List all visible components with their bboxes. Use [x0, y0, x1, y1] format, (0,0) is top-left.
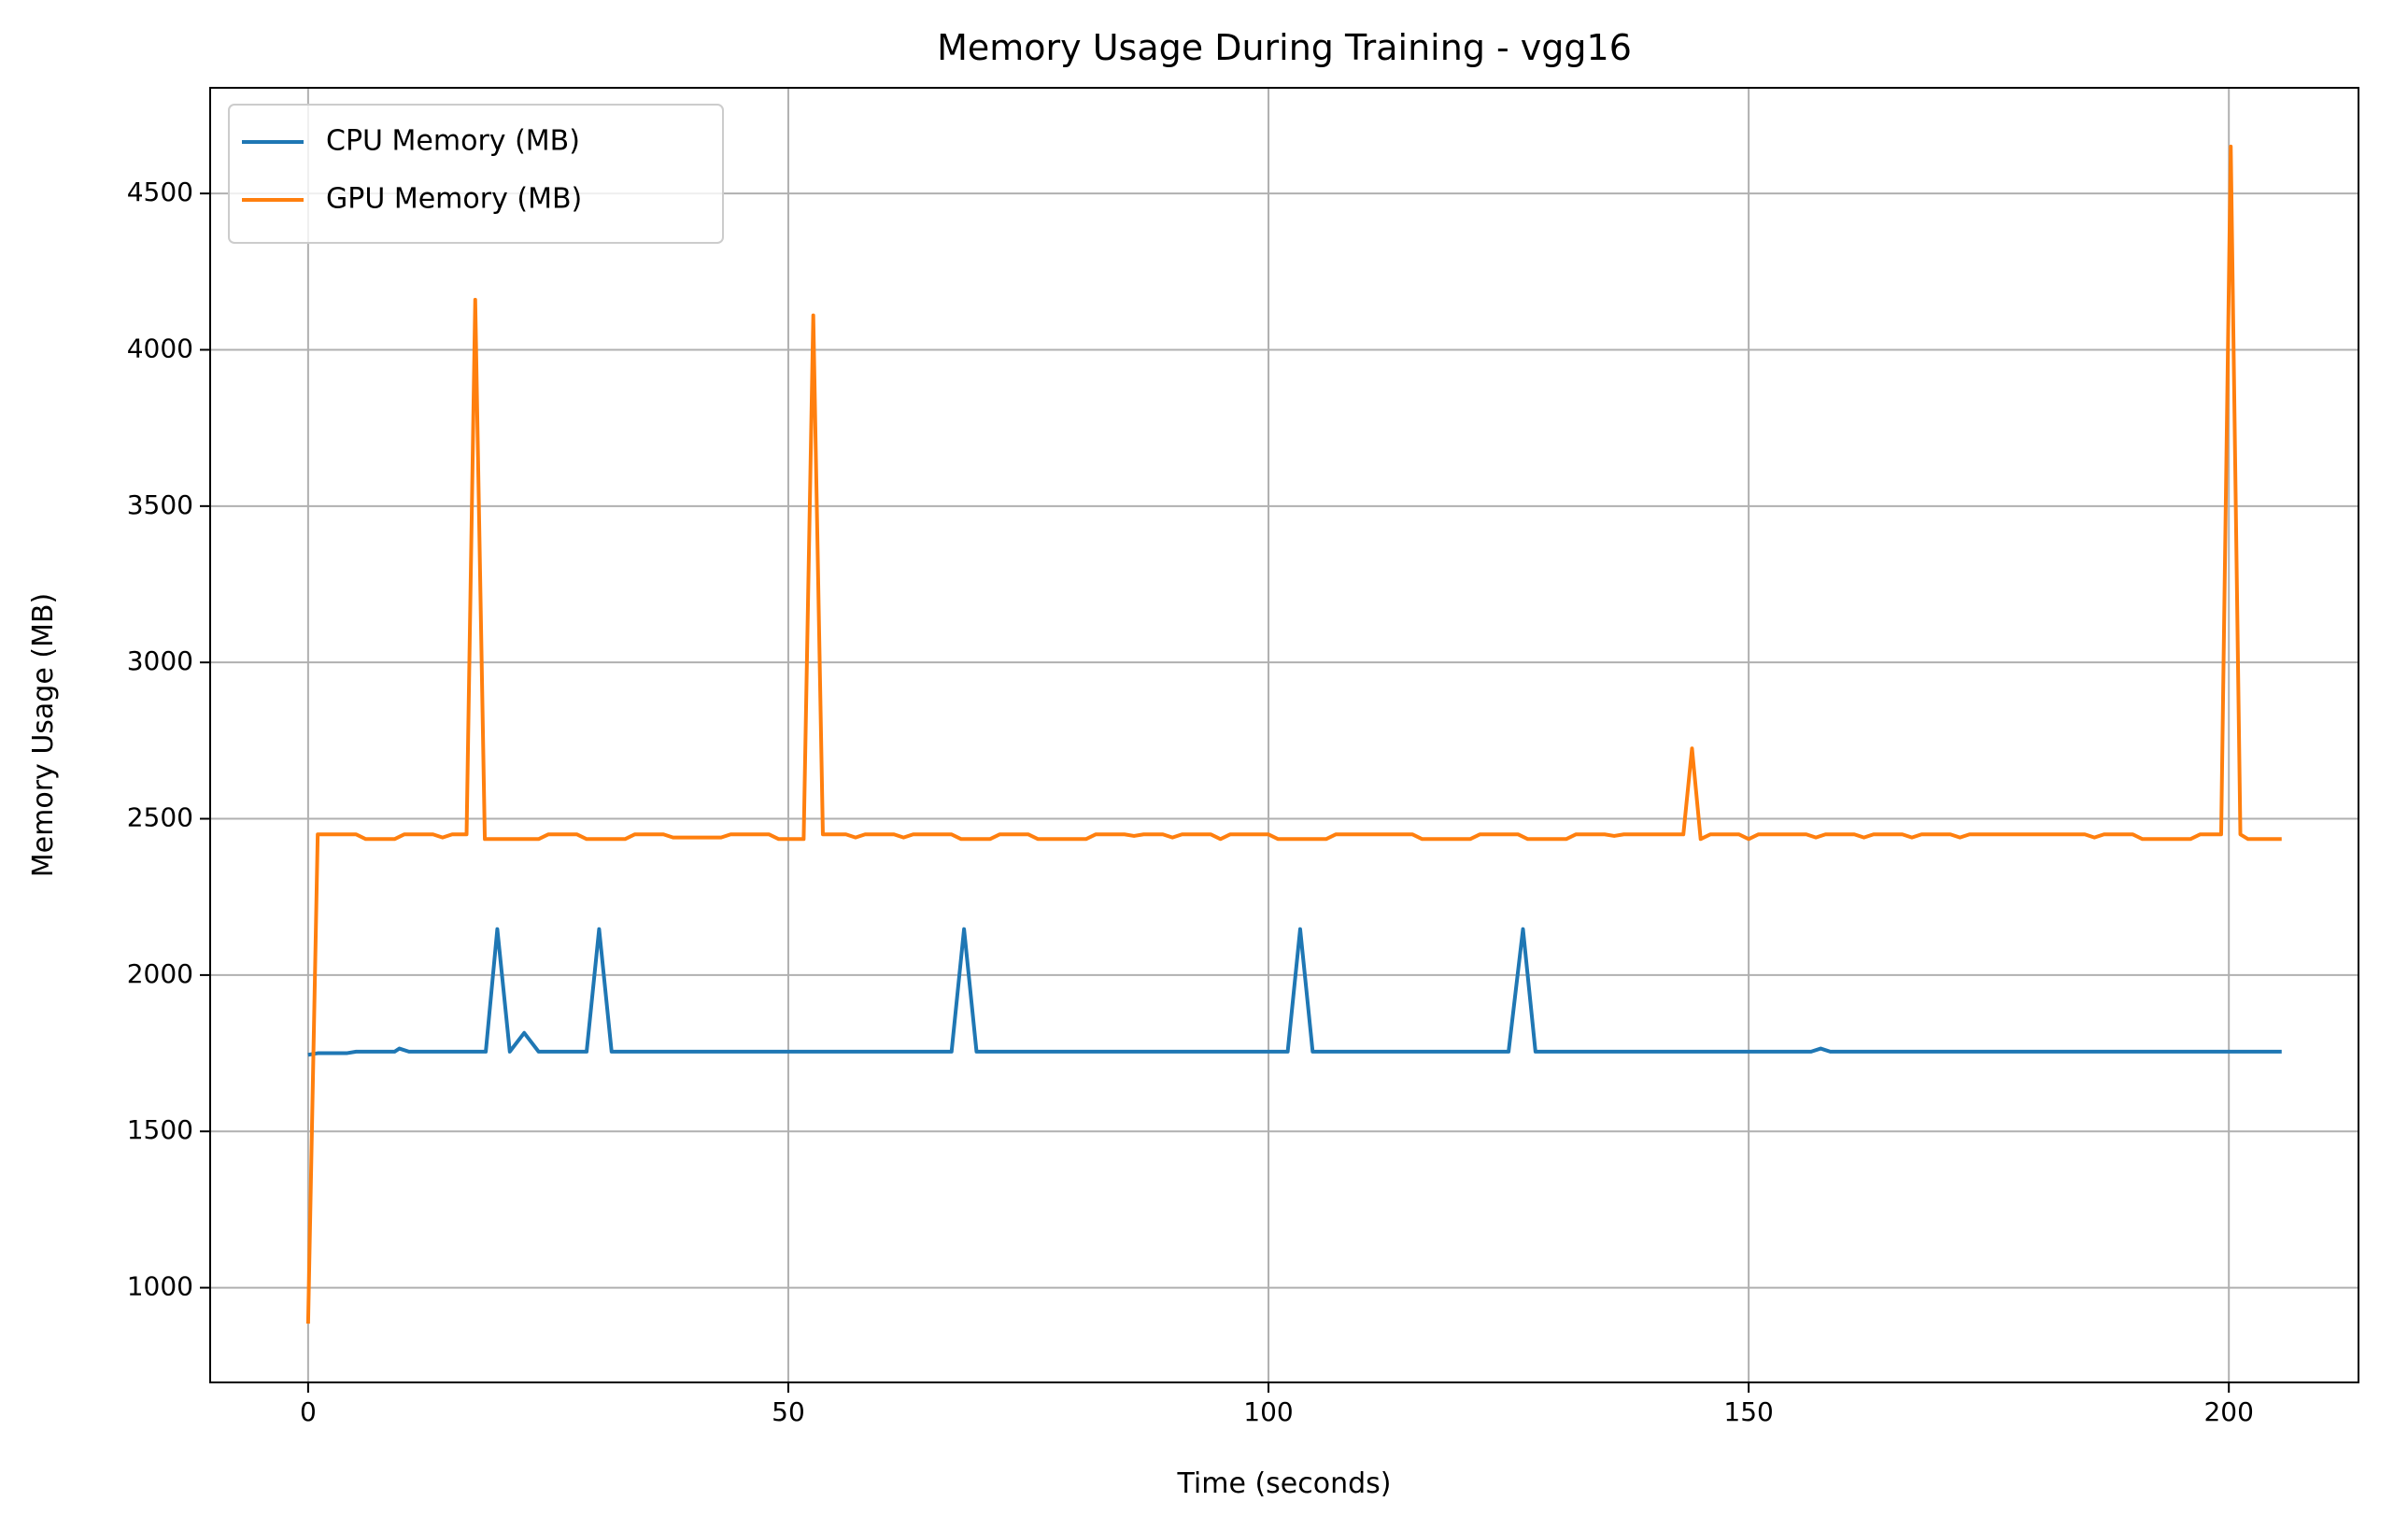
y-tick-label: 4000	[127, 333, 193, 363]
x-tick-label: 150	[1723, 1396, 1773, 1427]
x-tick-label: 50	[772, 1396, 805, 1427]
plot-area	[305, 144, 2282, 1325]
x-axis-label: Time (seconds)	[1177, 1467, 1392, 1500]
x-tick-label: 0	[300, 1396, 317, 1427]
series-line	[307, 927, 2282, 1057]
series-line	[305, 144, 2282, 1325]
ticks: 0 50 100 150 200 1000 1500 2000 2500 3000 3500 4000…	[127, 177, 2254, 1427]
chart-title: Memory Usage During Training - vgg16	[937, 27, 1632, 68]
y-axis-label: Memory Usage (MB)	[27, 593, 60, 877]
x-tick-label: 200	[2203, 1396, 2253, 1427]
legend: CPU Memory (MB) GPU Memory (MB)	[228, 104, 724, 244]
y-tick-label: 3500	[127, 489, 193, 520]
grid	[210, 88, 2358, 1382]
legend-box	[228, 104, 724, 244]
y-tick-label: 1500	[127, 1114, 193, 1145]
legend-label: CPU Memory (MB)	[326, 125, 580, 158]
legend-label: GPU Memory (MB)	[326, 183, 582, 216]
y-tick-label: 2500	[127, 802, 193, 833]
y-tick-label: 4500	[127, 177, 193, 207]
y-tick-label: 3000	[127, 645, 193, 676]
axes-frame	[209, 87, 2359, 1383]
y-tick-label: 1000	[127, 1271, 193, 1302]
y-tick-label: 2000	[127, 958, 193, 989]
x-tick-label: 100	[1243, 1396, 1293, 1427]
